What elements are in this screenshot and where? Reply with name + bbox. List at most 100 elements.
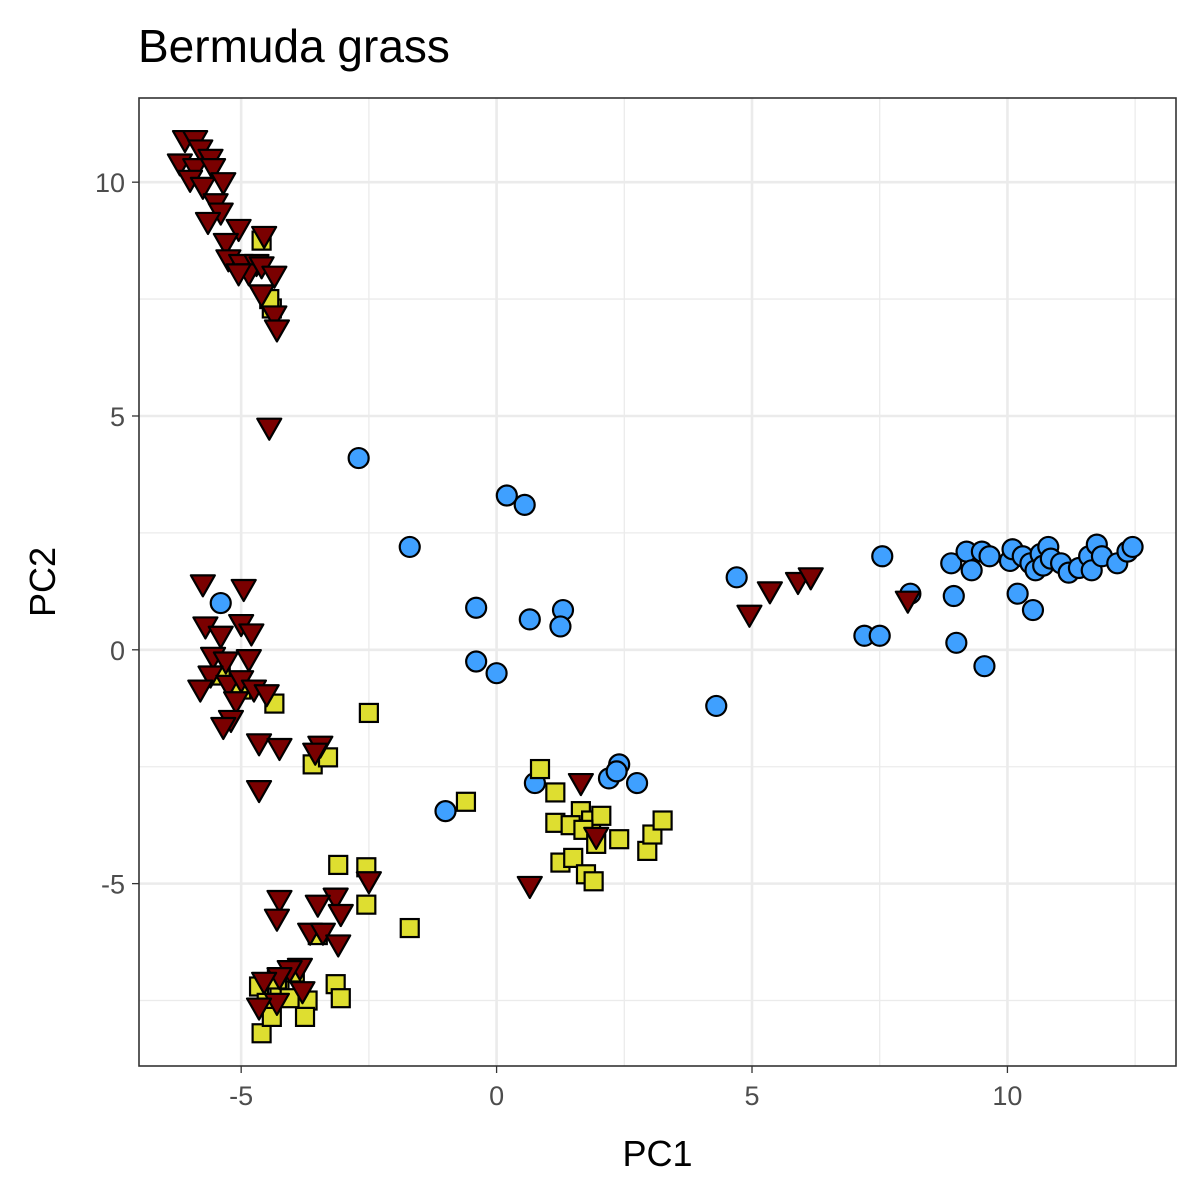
square-point — [356, 894, 377, 915]
circle-point — [978, 545, 1001, 568]
triangle-point — [263, 908, 291, 932]
square-point — [358, 702, 379, 724]
triangle-point — [225, 263, 252, 287]
square-point — [529, 758, 551, 780]
triangle-point — [230, 578, 257, 603]
circle-point — [725, 566, 748, 589]
triangle-point — [207, 625, 234, 649]
circle-point — [1121, 535, 1144, 559]
triangle-point — [266, 889, 293, 914]
circle-point — [518, 608, 541, 631]
square-point — [563, 847, 584, 869]
triangle-point — [245, 779, 273, 804]
triangle-point — [194, 211, 222, 236]
square-point — [328, 854, 349, 876]
square-point — [652, 810, 673, 831]
plot-border — [138, 97, 1177, 1067]
triangle-point — [894, 590, 921, 614]
triangle-point — [261, 305, 288, 329]
circle-point — [605, 760, 628, 783]
axis-ticks: -5 0 5 10 -5 0 5 10 — [95, 168, 1022, 1111]
circle-point — [945, 631, 968, 654]
triangle-point — [516, 875, 543, 900]
triangle-point — [304, 894, 331, 918]
y-tick-label: 0 — [110, 636, 125, 666]
triangle-point — [736, 604, 763, 628]
circle-point — [960, 559, 983, 582]
triangle-point — [302, 742, 329, 766]
circle-point — [868, 624, 891, 647]
square-point — [330, 988, 351, 1009]
triangle-point — [182, 158, 209, 182]
triangle-point — [245, 997, 273, 1021]
circle-point — [398, 535, 421, 559]
triangle-point — [355, 871, 382, 895]
circle-point — [871, 545, 894, 568]
triangle-point — [251, 225, 278, 250]
triangle-point — [212, 232, 239, 257]
circle-point — [942, 584, 965, 608]
square-point — [609, 829, 630, 850]
circle-point — [549, 615, 572, 638]
triangle-point — [189, 574, 216, 598]
circle-point — [1021, 598, 1045, 622]
y-axis-title: PC2 — [22, 547, 63, 617]
y-tick-label: 5 — [110, 402, 125, 432]
triangle-point — [253, 684, 280, 708]
square-point — [583, 871, 604, 892]
y-tick-label: 10 — [95, 168, 125, 198]
circle-point — [465, 650, 488, 673]
data-points — [166, 129, 1144, 1044]
circle-point — [1006, 582, 1029, 605]
circle-point — [465, 596, 488, 619]
x-tick-label: 10 — [992, 1081, 1022, 1111]
triangle-point — [756, 581, 783, 605]
x-axis-title: PC1 — [622, 1133, 692, 1174]
circle-point — [209, 591, 232, 615]
square-point — [591, 805, 612, 826]
triangle-point — [325, 934, 352, 958]
triangle-point — [210, 172, 237, 196]
triangle-point — [235, 649, 262, 673]
triangle-point — [251, 971, 278, 995]
triangle-point — [189, 176, 216, 200]
triangle-point — [238, 623, 265, 647]
triangle-point — [210, 716, 237, 741]
triangle-point — [263, 319, 291, 343]
triangle-point — [309, 922, 337, 946]
triangle-point — [583, 826, 610, 850]
triangle-point — [248, 284, 275, 308]
circle-point — [513, 493, 536, 516]
y-tick-label: -5 — [101, 870, 125, 900]
triangle-point — [289, 981, 316, 1005]
triangle-point — [222, 691, 250, 715]
circle-point — [940, 552, 963, 575]
square-point — [399, 917, 420, 939]
triangle-point — [797, 567, 824, 591]
square-point — [294, 1006, 316, 1027]
triangle-point — [245, 733, 273, 757]
triangle-point — [266, 737, 293, 762]
x-tick-label: 0 — [489, 1081, 504, 1111]
circle-point — [485, 662, 508, 685]
triangle-point — [187, 679, 214, 703]
circle-point — [495, 484, 518, 507]
triangle-point — [322, 887, 349, 911]
circle-point — [347, 446, 370, 470]
triangle-point — [212, 651, 239, 675]
x-tick-label: -5 — [229, 1081, 253, 1111]
triangle-point — [199, 158, 227, 182]
triangle-point — [567, 772, 594, 797]
triangle-point — [256, 417, 283, 441]
plot-panel — [139, 98, 1176, 1066]
chart-title: Bermuda grass — [138, 20, 450, 72]
circle-point — [434, 800, 457, 823]
minor-gridlines — [139, 98, 1176, 1066]
circle-point — [973, 655, 996, 678]
x-tick-label: 5 — [744, 1081, 759, 1111]
square-point — [545, 782, 566, 803]
circle-point — [625, 771, 649, 795]
square-point — [455, 791, 477, 812]
triangle-point — [225, 218, 252, 243]
